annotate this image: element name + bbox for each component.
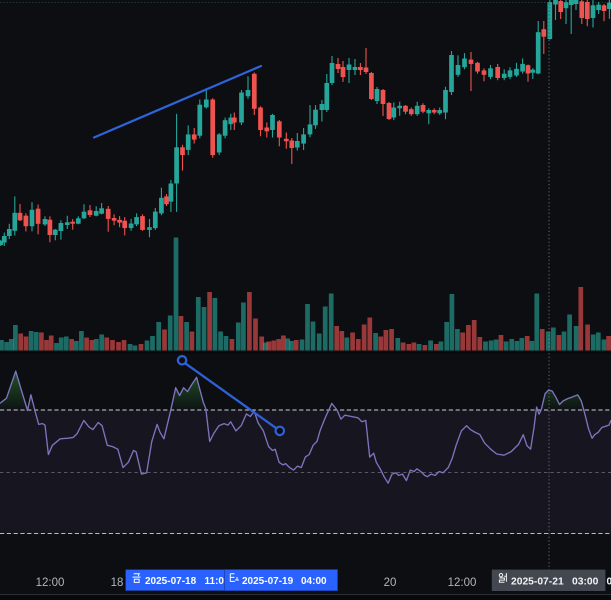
svg-text:03:00: 03:00 — [572, 577, 599, 588]
svg-text:18: 18 — [111, 577, 124, 589]
svg-text:2025-07-21: 2025-07-21 — [511, 577, 564, 588]
svg-text:12:00: 12:00 — [448, 577, 477, 589]
svg-text:12:00: 12:00 — [36, 577, 65, 589]
svg-text:2025-07-19: 2025-07-19 — [242, 576, 294, 587]
svg-text:20: 20 — [384, 577, 397, 589]
svg-text:11:0: 11:0 — [205, 576, 225, 587]
svg-text:2025-07-18: 2025-07-18 — [145, 576, 197, 587]
svg-text:04:00: 04:00 — [301, 576, 327, 587]
svg-text:04:00: 04:00 — [607, 577, 611, 588]
